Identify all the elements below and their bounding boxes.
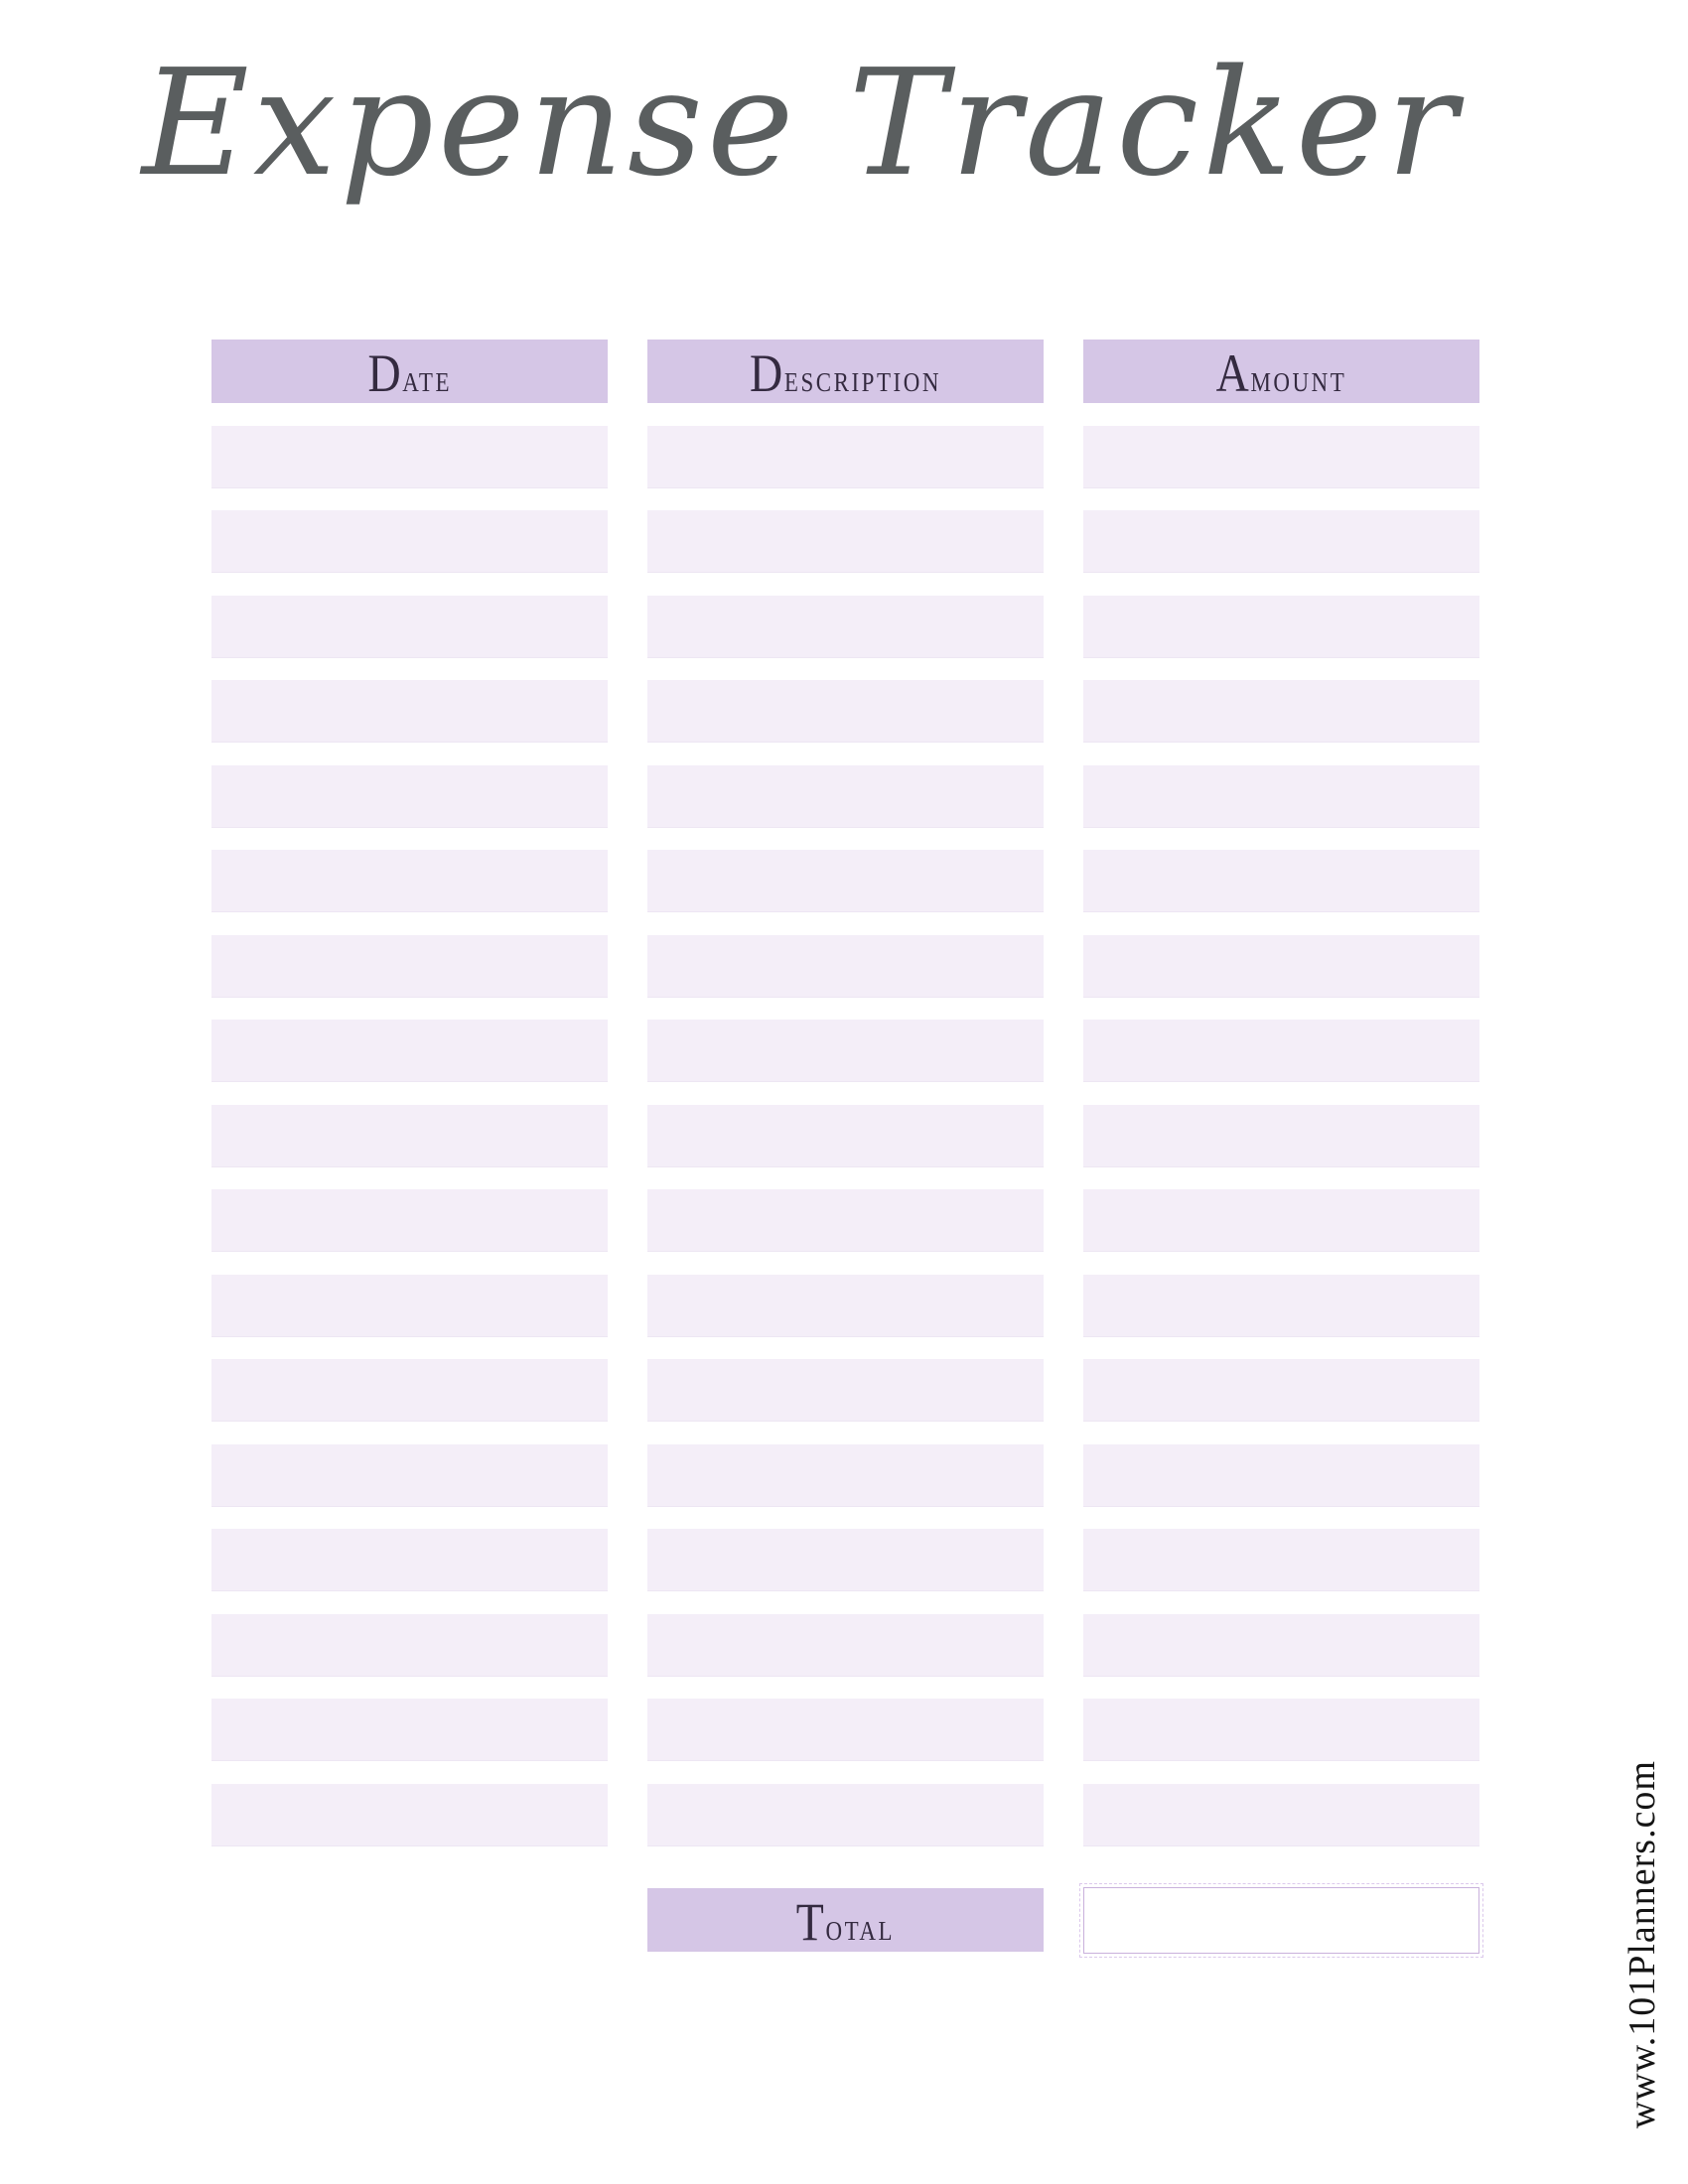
cell-amount-4[interactable]	[1083, 680, 1479, 743]
cell-amount-12[interactable]	[1083, 1359, 1479, 1422]
cell-amount-14[interactable]	[1083, 1529, 1479, 1591]
cell-description-7[interactable]	[647, 934, 1044, 998]
cell-amount-8[interactable]	[1083, 1020, 1479, 1082]
cell-date-14[interactable]	[211, 1529, 608, 1591]
cell-amount-16[interactable]	[1083, 1699, 1479, 1761]
cell-date-6[interactable]	[211, 850, 608, 912]
column-header-amount: Amount	[1083, 340, 1479, 403]
page-title: Expense Tracker	[141, 38, 1462, 208]
cell-amount-15[interactable]	[1083, 1613, 1479, 1677]
cell-date-4[interactable]	[211, 680, 608, 743]
cell-date-9[interactable]	[211, 1104, 608, 1167]
cell-amount-7[interactable]	[1083, 934, 1479, 998]
expense-table: Date Description Amount	[211, 340, 1479, 1846]
cell-amount-6[interactable]	[1083, 850, 1479, 912]
cell-amount-3[interactable]	[1083, 595, 1479, 658]
cell-description-6[interactable]	[647, 850, 1044, 912]
cell-date-10[interactable]	[211, 1189, 608, 1252]
cell-description-8[interactable]	[647, 1020, 1044, 1082]
cell-description-13[interactable]	[647, 1443, 1044, 1507]
cell-date-3[interactable]	[211, 595, 608, 658]
cell-description-5[interactable]	[647, 764, 1044, 828]
total-label: Total	[795, 1892, 896, 1952]
cell-description-3[interactable]	[647, 595, 1044, 658]
cell-date-11[interactable]	[211, 1274, 608, 1337]
cell-description-14[interactable]	[647, 1529, 1044, 1591]
cell-description-1[interactable]	[647, 425, 1044, 488]
cell-date-5[interactable]	[211, 764, 608, 828]
cell-description-4[interactable]	[647, 680, 1044, 743]
cell-amount-2[interactable]	[1083, 510, 1479, 573]
cell-amount-10[interactable]	[1083, 1189, 1479, 1252]
cell-description-9[interactable]	[647, 1104, 1044, 1167]
cell-date-17[interactable]	[211, 1783, 608, 1846]
cell-description-17[interactable]	[647, 1783, 1044, 1846]
cell-amount-17[interactable]	[1083, 1783, 1479, 1846]
cell-date-13[interactable]	[211, 1443, 608, 1507]
cell-amount-1[interactable]	[1083, 425, 1479, 488]
cell-amount-9[interactable]	[1083, 1104, 1479, 1167]
column-header-date-label: Date	[367, 343, 452, 403]
column-header-date: Date	[211, 340, 608, 403]
cell-amount-5[interactable]	[1083, 764, 1479, 828]
cell-date-15[interactable]	[211, 1613, 608, 1677]
cell-description-2[interactable]	[647, 510, 1044, 573]
total-amount-box[interactable]	[1079, 1883, 1483, 1958]
cell-description-12[interactable]	[647, 1359, 1044, 1422]
cell-date-8[interactable]	[211, 1020, 608, 1082]
cell-amount-13[interactable]	[1083, 1443, 1479, 1507]
cell-description-16[interactable]	[647, 1699, 1044, 1761]
cell-date-7[interactable]	[211, 934, 608, 998]
cell-date-16[interactable]	[211, 1699, 608, 1761]
cell-date-12[interactable]	[211, 1359, 608, 1422]
cell-description-15[interactable]	[647, 1613, 1044, 1677]
cell-description-10[interactable]	[647, 1189, 1044, 1252]
cell-amount-11[interactable]	[1083, 1274, 1479, 1337]
column-header-description: Description	[647, 340, 1044, 403]
cell-date-1[interactable]	[211, 425, 608, 488]
column-header-amount-label: Amount	[1215, 343, 1347, 403]
cell-description-11[interactable]	[647, 1274, 1044, 1337]
cell-date-2[interactable]	[211, 510, 608, 573]
total-label-cell: Total	[647, 1888, 1044, 1952]
column-header-description-label: Description	[750, 343, 941, 403]
watermark-url: www.101Planners.com	[1621, 1759, 1663, 2128]
